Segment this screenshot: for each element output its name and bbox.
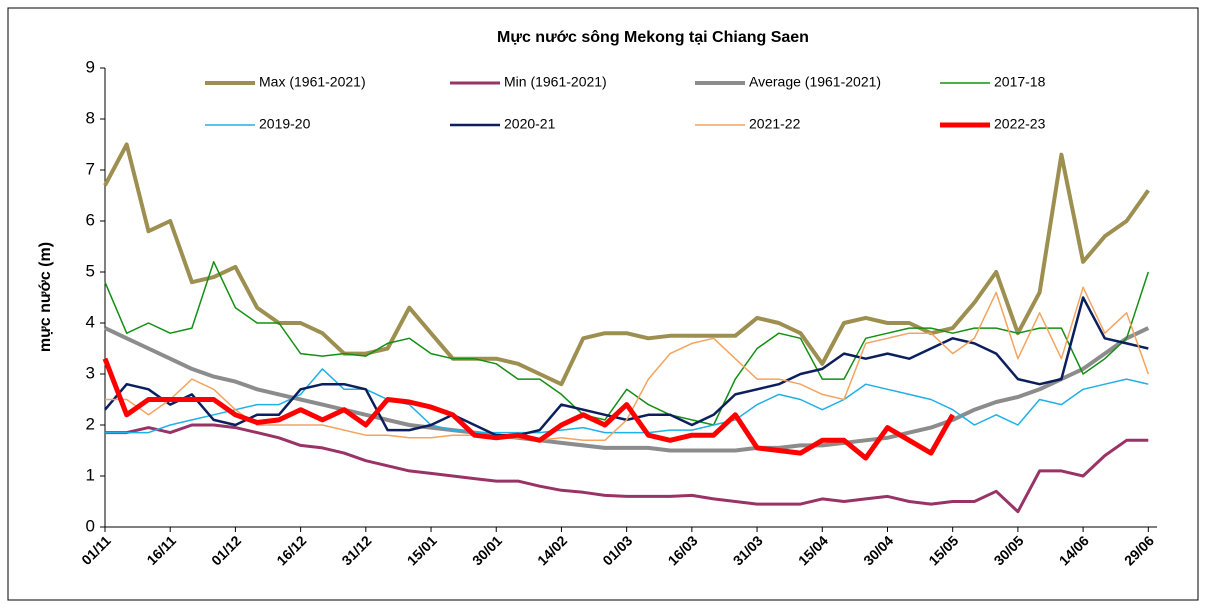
legend-label: Average (1961-2021)	[749, 74, 881, 90]
y-tick-label: 0	[86, 516, 95, 535]
legend-label: Max (1961-2021)	[259, 74, 366, 90]
series-line	[105, 423, 1149, 514]
legend-label: 2020-21	[504, 116, 556, 132]
series-line	[105, 286, 1150, 442]
y-tick-label: 3	[86, 363, 95, 382]
series-line	[102, 357, 955, 461]
y-tick-label: 6	[86, 210, 95, 229]
chart-title: Mực nước sông Mekong tại Chiang Saen	[497, 29, 809, 46]
legend-label: 2017-18	[994, 74, 1046, 90]
series-line	[105, 368, 1149, 434]
y-tick-label: 9	[86, 57, 95, 76]
series-line	[104, 326, 1150, 453]
legend-label: 2021-22	[749, 116, 801, 132]
y-tick-label: 7	[86, 159, 95, 178]
y-tick-label: 5	[86, 261, 95, 280]
y-axis-title: mực nước (m)	[37, 242, 54, 352]
y-tick-label: 8	[86, 108, 95, 127]
y-tick-label: 4	[86, 312, 95, 331]
legend-label: Min (1961-2021)	[504, 74, 607, 90]
y-tick-label: 2	[86, 414, 95, 433]
legend-label: 2019-20	[259, 116, 311, 132]
legend-label: 2022-23	[994, 116, 1046, 132]
series-line	[104, 261, 1150, 426]
y-tick-label: 1	[86, 465, 95, 484]
